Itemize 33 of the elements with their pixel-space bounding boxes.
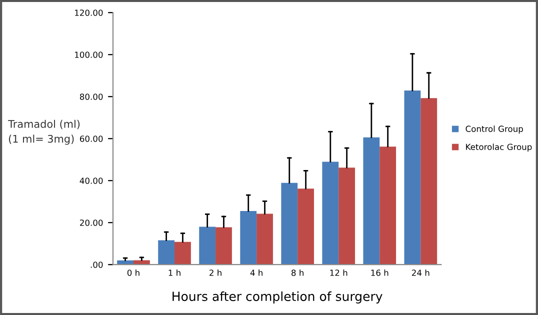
- y-axis-title: Tramadol (ml) (1 ml= 3mg): [8, 120, 80, 145]
- x-axis-title: Hours after completion of surgery: [172, 291, 382, 304]
- y-tick-label: .00: [90, 262, 103, 268]
- bar: [322, 162, 339, 265]
- x-tick-label: 2 h: [210, 269, 222, 276]
- bar: [338, 168, 356, 265]
- x-tick-label: 16 h: [371, 269, 388, 276]
- bar: [380, 146, 396, 265]
- x-tick-label: 0 h: [127, 269, 140, 276]
- legend-label: Ketorolac Group: [466, 144, 532, 152]
- bar: [256, 214, 273, 265]
- y-tick-label: 100.00: [75, 52, 103, 58]
- x-tick-label: 12 h: [330, 269, 348, 276]
- bar: [199, 226, 216, 265]
- bar: [420, 98, 438, 265]
- y-tick-label: 120.00: [75, 10, 103, 16]
- y-tick-label: 20.00: [80, 220, 103, 226]
- bar: [174, 242, 191, 265]
- y-tick-label: 60.00: [80, 136, 103, 142]
- x-tick-label: 1 h: [168, 269, 180, 276]
- bar: [216, 227, 232, 265]
- bar: [404, 90, 421, 265]
- x-tick-label: 24 h: [412, 269, 430, 276]
- bar: [298, 188, 314, 265]
- y-tick-label: 40.00: [80, 178, 103, 184]
- legend-label: Control Group: [466, 126, 523, 134]
- x-tick-label: 4 h: [250, 269, 262, 276]
- y-tick-label: 80.00: [80, 94, 103, 100]
- bar: [240, 211, 257, 265]
- bar: [281, 182, 298, 265]
- x-tick-label: 8 h: [292, 269, 304, 276]
- bar: [363, 137, 380, 265]
- bar: [158, 240, 175, 265]
